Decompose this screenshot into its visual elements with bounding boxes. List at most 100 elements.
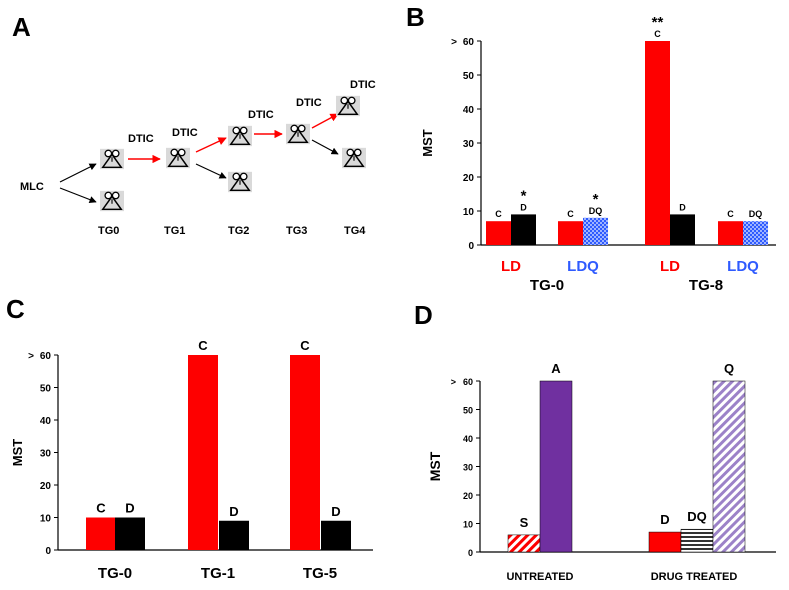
bar-label: C: [198, 338, 208, 353]
mouse-icon: [286, 122, 310, 146]
bar-label: C: [727, 209, 734, 219]
red-arrow: [311, 113, 339, 129]
y-tick-label: 40: [463, 105, 475, 116]
y-tick-label: 20: [463, 491, 473, 501]
y-axis-label: MST: [420, 129, 435, 157]
lineage-diagram: MLC DTIC DTIC DTIC DTIC DTIC TG0 TG1 TG2…: [20, 79, 376, 237]
drug-label: DTIC: [350, 79, 376, 91]
bar-label: C: [300, 338, 310, 353]
y-tick-label: 60: [463, 37, 475, 48]
y-tick-label: 0: [468, 241, 474, 252]
arrow-mlc-to-tg0-bottom: [59, 187, 97, 204]
y-tick-label: 50: [463, 406, 473, 416]
bar-label: D: [679, 202, 686, 212]
bar-label: C: [495, 209, 502, 219]
subgroup-label: LD: [501, 258, 521, 275]
y-tick-label: 20: [463, 173, 475, 184]
mouse-icon: [166, 146, 190, 170]
subgroup-label: LDQ: [567, 258, 599, 275]
bar-label: Q: [724, 361, 734, 376]
drug-label: DTIC: [248, 109, 274, 121]
mouse-icon: [342, 146, 366, 170]
bar: [743, 221, 768, 245]
bar: [718, 221, 743, 245]
bar-label: DQ: [749, 209, 763, 219]
bar: [219, 520, 249, 550]
bar-label: C: [567, 209, 574, 219]
y-tick-label: 60: [463, 377, 473, 387]
y-tick-label: 10: [40, 514, 52, 525]
bar: [539, 380, 573, 553]
chart-c: 0 10 20 30 40 50 60 > MST C D C D C D TG-0 TG-1 TG-5: [10, 338, 373, 582]
bar-label: D: [520, 202, 527, 212]
generation-label: TG2: [228, 225, 249, 237]
bar: [645, 41, 670, 245]
y-tick-label: 0: [45, 546, 51, 557]
bar-label: C: [96, 501, 106, 516]
bar: [680, 528, 714, 553]
y-axis-label: MST: [427, 451, 443, 481]
y-tick-label: 50: [463, 71, 475, 82]
generation-label: TG0: [98, 225, 119, 237]
y-max-marker: >: [451, 377, 456, 387]
bar-label: S: [520, 515, 529, 530]
y-axis-label: MST: [10, 439, 25, 467]
category-label: UNTREATED: [506, 571, 573, 583]
black-arrow: [195, 163, 227, 179]
y-tick-label: 50: [40, 384, 52, 395]
bar-label: C: [654, 29, 661, 39]
drug-label: DTIC: [172, 127, 198, 139]
y-tick-label: 60: [40, 351, 52, 362]
bar-label: DQ: [589, 206, 603, 216]
category-label: DRUG TREATED: [651, 571, 738, 583]
bar: [290, 355, 320, 550]
y-tick-label: 20: [40, 481, 52, 492]
category-label: TG-0: [98, 565, 132, 582]
panel-label-a: A: [12, 12, 31, 42]
bar: [558, 221, 583, 245]
bar: [188, 355, 218, 550]
bar-label: D: [660, 512, 669, 527]
red-arrow: [195, 137, 227, 153]
panel-label-b: B: [406, 2, 425, 32]
bar-label: A: [551, 361, 561, 376]
mouse-icon: [100, 190, 124, 212]
mouse-icon: [336, 94, 360, 118]
bar: [648, 531, 682, 553]
significance-marker: **: [652, 14, 664, 31]
generation-label: TG1: [164, 225, 185, 237]
bar: [115, 517, 145, 550]
y-max-marker: >: [451, 37, 457, 48]
y-tick-label: 30: [40, 449, 52, 460]
significance-marker: *: [593, 191, 599, 208]
category-label: TG-1: [201, 565, 235, 582]
bar: [670, 214, 695, 245]
bar: [712, 380, 746, 553]
y-max-marker: >: [28, 351, 34, 362]
subgroup-label: LD: [660, 258, 680, 275]
bar: [486, 221, 511, 245]
bar-label: DQ: [687, 509, 707, 524]
bar: [583, 217, 608, 245]
subgroup-label: LDQ: [727, 258, 759, 275]
y-tick-label: 10: [463, 207, 475, 218]
bar-label: D: [331, 504, 340, 519]
arrow-mlc-to-tg0-top: [59, 163, 97, 183]
category-label: TG-5: [303, 565, 337, 582]
mouse-icon: [228, 170, 252, 194]
bar-label: D: [125, 501, 134, 516]
mlc-label: MLC: [20, 181, 44, 193]
bar-label: D: [229, 504, 238, 519]
group-label: TG-8: [689, 277, 723, 294]
y-tick-label: 40: [463, 434, 473, 444]
mouse-icon: [228, 124, 252, 148]
y-tick-label: 10: [463, 520, 473, 530]
drug-label: DTIC: [128, 133, 154, 145]
y-tick-label: 0: [468, 548, 473, 558]
panel-label-c: C: [6, 294, 25, 324]
panel-label-d: D: [414, 300, 433, 330]
bar: [321, 520, 351, 550]
group-label: TG-0: [530, 277, 564, 294]
